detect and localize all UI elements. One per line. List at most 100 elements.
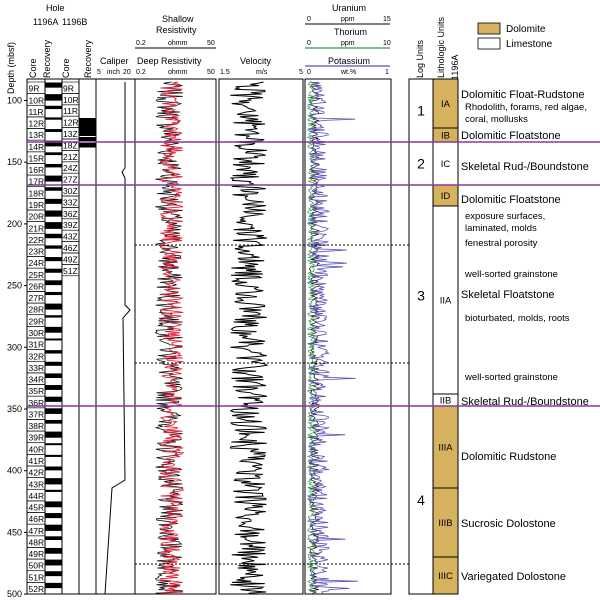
recovery-bar — [79, 137, 96, 141]
deep-res-min: 0.2 — [136, 69, 146, 76]
core-a-label: 10R — [29, 95, 45, 105]
core-a-label: 23R — [29, 247, 45, 257]
recovery-bar — [45, 94, 62, 101]
velocity-unit: m/s — [256, 69, 268, 76]
recovery-bar — [45, 198, 62, 204]
core-a-label: 46R — [29, 514, 45, 524]
core-a-label: 17R — [29, 177, 45, 187]
depth-tick-label: 400 — [7, 466, 22, 476]
recovery-bar — [79, 131, 96, 136]
recovery-columns — [45, 82, 96, 589]
recovery-bar — [45, 315, 62, 318]
dolomite-swatch — [477, 22, 501, 35]
core-a-label: 33R — [29, 363, 45, 373]
recovery-bar — [45, 187, 62, 191]
core-a-label: 18R — [29, 188, 45, 198]
limestone-swatch — [477, 37, 501, 50]
desc-grainstone-1: well-sorted grainstone — [464, 269, 558, 280]
recovery-bar — [45, 536, 62, 541]
core-a-label: 42R — [29, 468, 45, 478]
recovery-bar — [45, 501, 62, 508]
core-a-label: 40R — [29, 444, 45, 454]
recovery-bar — [79, 122, 96, 129]
core-a-label: 24R — [29, 258, 45, 268]
depth-tick-label: 100 — [7, 96, 22, 106]
recovery-bar — [45, 582, 62, 589]
litho-unit-cell — [432, 78, 459, 129]
log-unit-cell — [408, 78, 434, 143]
header: Hole 1196A 1196B Depth (mbsf) Core Recov… — [6, 3, 460, 94]
core-a-label: 12R — [29, 119, 45, 129]
core-a-label: 32R — [29, 351, 45, 361]
core-a-label: 16R — [29, 165, 45, 175]
core-a-label: 27R — [29, 293, 45, 303]
deep-resistivity-curve — [158, 81, 185, 594]
uranium-title: Uranium — [332, 3, 366, 13]
core-a-label: 52R — [29, 584, 45, 594]
recovery-bar — [45, 82, 62, 88]
core-b-label: 21Z — [63, 152, 78, 162]
core-a-label: 34R — [29, 375, 45, 385]
caliper-min: 5 — [97, 69, 101, 76]
core-a-label: 31R — [29, 340, 45, 350]
recovery-bar — [45, 303, 62, 310]
recovery-b-header: Recovery — [83, 39, 93, 78]
core-b-label: 10R — [63, 95, 79, 105]
depth-tick-label: 450 — [7, 527, 22, 537]
recovery-bar — [45, 257, 62, 262]
desc-ia-sub2: coral, mollusks — [465, 114, 528, 125]
desc-exposure-2: laminated, molds — [465, 223, 537, 234]
shallow-res-max: 50 — [207, 40, 215, 47]
caliper-title: Caliper — [100, 56, 129, 66]
core-a-label: 14R — [29, 142, 45, 152]
core-a-label: 51R — [29, 572, 45, 582]
recovery-bar — [45, 175, 62, 182]
log-unit-label: 2 — [417, 156, 425, 172]
deep-res-max: 50 — [207, 69, 215, 76]
shallow-res-min: 0.2 — [136, 40, 146, 47]
recovery-bar — [79, 143, 96, 148]
recovery-bar — [45, 338, 62, 341]
shallow-resistivity-curve — [154, 81, 184, 594]
core-a-label: 47R — [29, 526, 45, 536]
core-b-header: Core — [61, 58, 71, 78]
core-b-label: 46Z — [63, 243, 78, 253]
recovery-bar — [45, 571, 62, 577]
core-a-label: 25R — [29, 270, 45, 280]
hole-a-label: 1196A — [33, 17, 58, 27]
caliper-unit: inch — [107, 69, 120, 76]
litho-unit-cell — [432, 205, 459, 395]
recovery-bar — [45, 454, 62, 457]
depth-tick-label: 300 — [7, 342, 22, 352]
core-a-label: 44R — [29, 491, 45, 501]
velocity-min: 1.5 — [220, 69, 230, 76]
core-a-label: 21R — [29, 223, 45, 233]
unit-columns: 1 2 3 4 IA IB IC ID IIA IIB IIIA IIIB IIIC — [408, 78, 459, 595]
core-a-label: 9R — [29, 84, 40, 94]
recovery-bar — [45, 478, 62, 485]
core-a-label: 50R — [29, 561, 45, 571]
desc-fenestral: fenestral porosity — [465, 238, 538, 249]
core-a-label: 28R — [29, 305, 45, 315]
litho-unit-label: IC — [441, 159, 451, 170]
core-a-label: 39R — [29, 433, 45, 443]
recovery-bar — [45, 489, 62, 492]
recovery-bar — [45, 350, 62, 354]
litho-unit-label: IIA — [440, 296, 452, 307]
shallow-res-unit: ohmm — [168, 40, 188, 47]
recovery-bar — [45, 140, 62, 147]
litho-unit-cell — [432, 556, 459, 595]
shallow-res-title-2: Resistivity — [156, 25, 197, 35]
velocity-curve — [229, 81, 269, 594]
litho-unit-label: IIB — [440, 396, 452, 407]
core-a-label: 26R — [29, 281, 45, 291]
deep-res-title: Deep Resistivity — [137, 56, 202, 66]
core-b-label: 13Z — [63, 129, 78, 139]
depth-tick-label: 250 — [7, 281, 22, 291]
litho-unit-cell — [432, 487, 459, 558]
desc-ia-title: Dolomitic Float-Rudstone — [461, 89, 585, 101]
litho-unit-label: ID — [441, 191, 451, 202]
shallow-res-title-1: Shallow — [162, 14, 194, 24]
